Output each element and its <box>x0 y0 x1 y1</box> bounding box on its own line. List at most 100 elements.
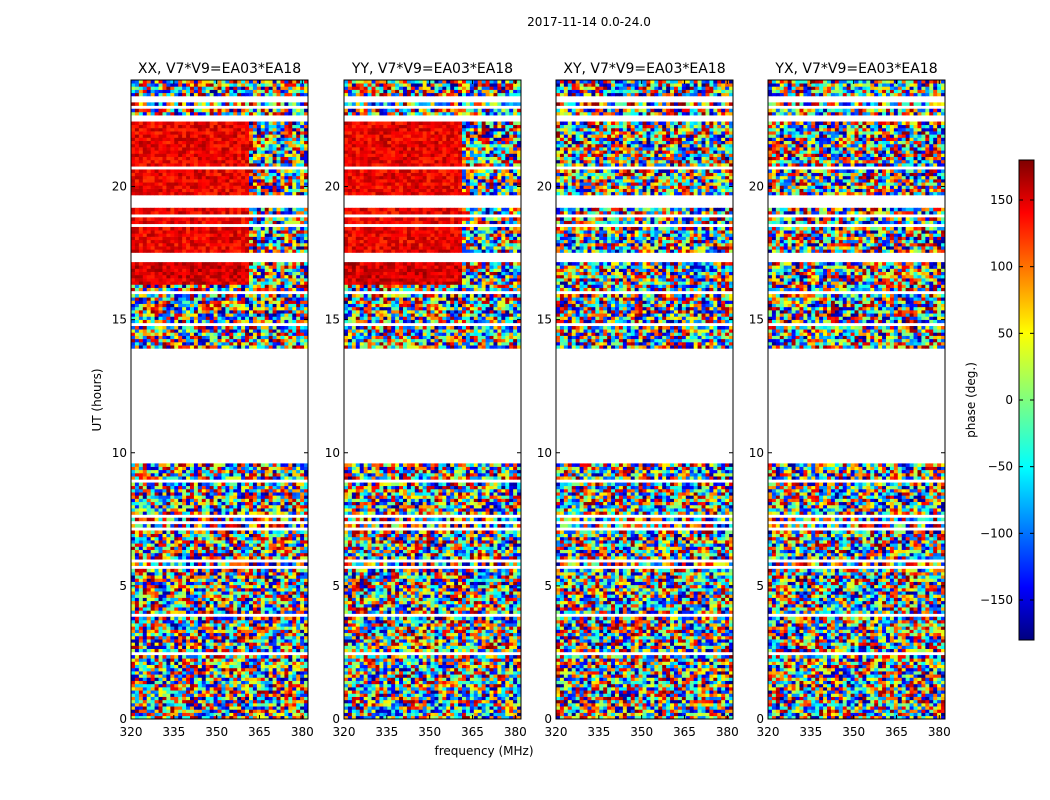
heatmap-cell <box>245 690 250 694</box>
heatmap-cell <box>284 671 289 675</box>
heatmap-cell <box>142 242 148 247</box>
heatmap-cell <box>170 492 175 496</box>
heatmap-cell <box>150 626 155 630</box>
heatmap-cell <box>276 469 281 474</box>
heatmap-cell <box>237 683 242 688</box>
heatmap-cell <box>158 690 163 694</box>
heatmap-cell <box>150 517 155 522</box>
heatmap-cell <box>296 517 301 522</box>
heatmap-cell <box>182 191 187 196</box>
heatmap-cell <box>284 597 289 602</box>
heatmap-cell <box>150 629 155 634</box>
heatmap-cell <box>190 268 195 272</box>
heatmap-cell <box>209 242 214 247</box>
heatmap-cell <box>190 699 195 704</box>
heatmap-cell <box>154 584 159 589</box>
heatmap-cell <box>193 482 199 487</box>
heatmap-cell <box>174 472 179 477</box>
heatmap-cell <box>166 469 171 474</box>
heatmap-cell <box>205 683 211 688</box>
heatmap-cell <box>300 463 305 467</box>
heatmap-cell <box>252 629 258 634</box>
heatmap-cell <box>201 610 207 614</box>
heatmap-cell <box>162 495 167 499</box>
heatmap-cell <box>256 677 262 681</box>
heatmap-cell <box>209 220 214 225</box>
heatmap-cell <box>158 498 163 503</box>
heatmap-cell <box>142 246 148 250</box>
heatmap-cell <box>158 249 163 253</box>
heatmap-cell <box>162 281 167 285</box>
heatmap-cell <box>174 316 179 320</box>
heatmap-cell <box>252 572 258 576</box>
heatmap-cell <box>146 632 152 637</box>
heatmap-cell <box>217 271 222 276</box>
heatmap-cell <box>233 501 238 506</box>
heatmap-cell <box>131 281 136 285</box>
heatmap-cell <box>197 188 203 193</box>
heatmap-cell <box>296 703 301 707</box>
heatmap-cell <box>260 536 266 541</box>
heatmap-cell <box>280 332 285 336</box>
heatmap-cell <box>134 469 140 474</box>
heatmap-cell <box>260 648 266 653</box>
heatmap-cell <box>296 495 301 499</box>
heatmap-cell <box>300 220 305 225</box>
heatmap-cell <box>237 498 242 503</box>
heatmap-cell <box>205 262 211 266</box>
heatmap-cell <box>131 485 136 490</box>
heatmap-cell <box>213 319 218 324</box>
heatmap-cell <box>217 338 222 343</box>
heatmap-cell <box>178 476 183 480</box>
heatmap-cell <box>182 674 187 678</box>
heatmap-cell <box>245 597 250 602</box>
heatmap-cell <box>209 249 214 253</box>
heatmap-cell <box>288 626 293 630</box>
heatmap-cell <box>170 546 175 550</box>
heatmap-cell <box>245 287 250 292</box>
heatmap-cell <box>276 607 281 611</box>
heatmap-cell <box>284 626 289 630</box>
heatmap-cell <box>225 338 230 343</box>
heatmap-cell <box>166 588 171 592</box>
heatmap-cell <box>162 345 167 349</box>
heatmap-cell <box>186 648 191 653</box>
heatmap-cell <box>256 278 262 282</box>
heatmap-cell <box>249 632 254 637</box>
heatmap-cell <box>249 265 254 269</box>
heatmap-cell <box>209 671 214 675</box>
heatmap-cell <box>150 335 155 340</box>
heatmap-cell <box>256 645 262 650</box>
heatmap-cell <box>205 671 211 675</box>
heatmap-cell <box>249 709 254 713</box>
heatmap-cell <box>178 703 183 707</box>
heatmap-cell <box>162 517 167 522</box>
heatmap-cell <box>272 274 277 279</box>
heatmap-cell <box>150 584 155 589</box>
heatmap-cell <box>245 242 250 247</box>
heatmap-cell <box>284 549 289 554</box>
heatmap-cell <box>138 501 144 506</box>
heatmap-cell <box>276 572 281 576</box>
heatmap-cell <box>142 306 148 311</box>
heatmap-cell <box>190 552 195 557</box>
heatmap-cell <box>131 639 136 643</box>
heatmap-cell <box>229 610 234 614</box>
heatmap-cell <box>300 236 305 241</box>
heatmap-cell <box>193 690 199 694</box>
heatmap-cell <box>264 335 270 340</box>
heatmap-cell <box>280 326 285 330</box>
heatmap-cell <box>252 699 258 704</box>
heatmap-cell <box>166 597 171 602</box>
heatmap-cell <box>201 687 207 691</box>
heatmap-cell <box>292 661 297 665</box>
heatmap-cell <box>154 297 159 301</box>
heatmap-cell <box>174 226 179 231</box>
heatmap-cell <box>193 281 199 285</box>
heatmap-cell <box>146 274 152 279</box>
heatmap-cell <box>300 303 305 308</box>
heatmap-cell <box>268 303 273 308</box>
heatmap-cell <box>170 655 175 659</box>
heatmap-cell <box>158 466 163 471</box>
heatmap-cell <box>154 230 159 234</box>
